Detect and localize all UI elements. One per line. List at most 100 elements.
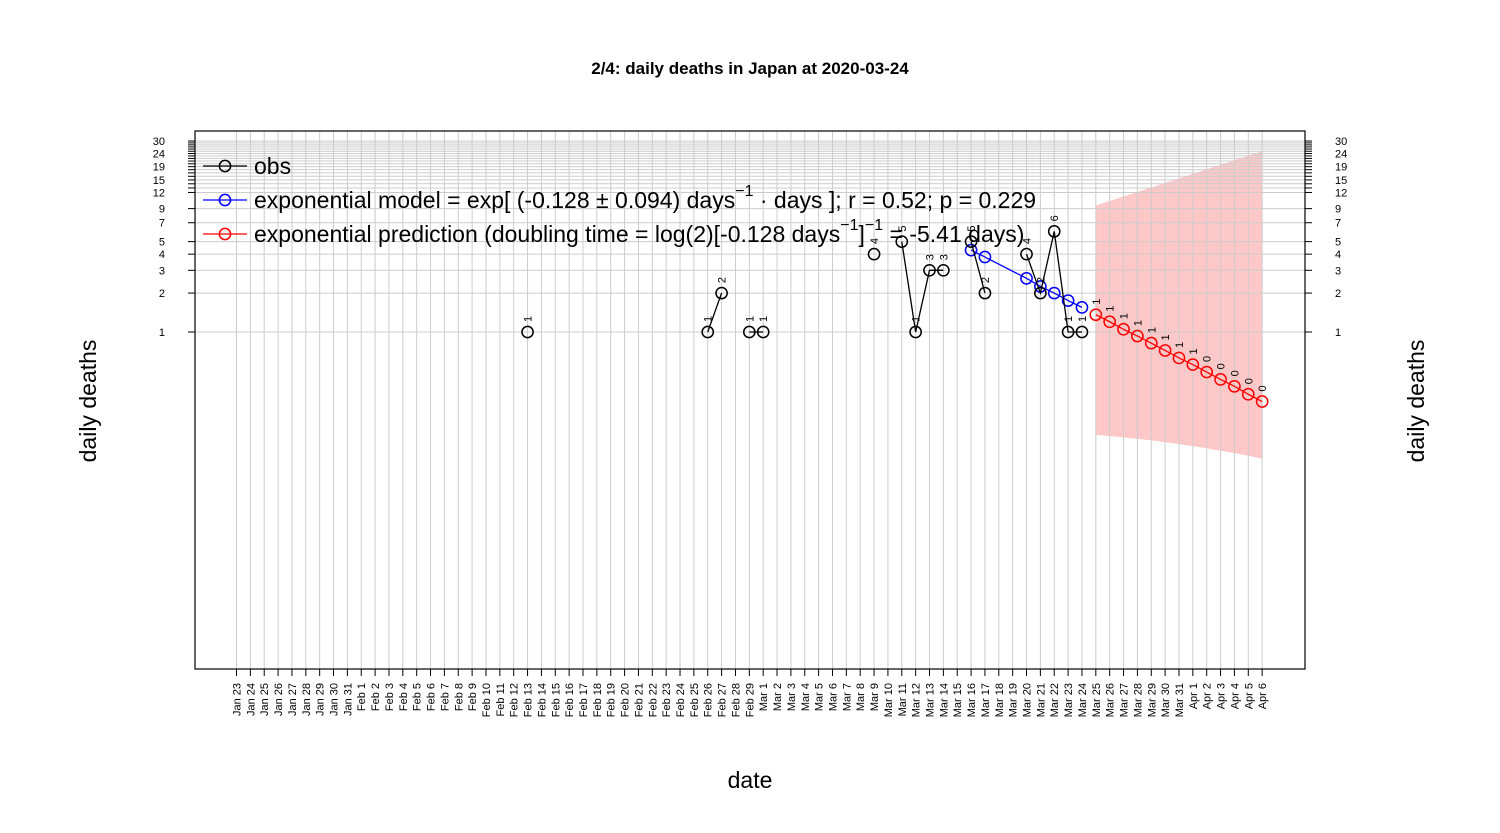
x-tick-label: Feb 7 [439,683,451,711]
y-tick-label-left: 3 [159,265,165,277]
obs-data-label: 3 [925,254,937,260]
x-tick-label: Mar 20 [1022,683,1034,717]
prediction-point [1214,373,1227,386]
obs-data-label: 1 [744,316,756,322]
prediction-data-label: 1 [1146,327,1158,333]
x-tick-label: Feb 24 [675,683,687,717]
obs-data-label: 2 [717,277,729,283]
x-tick-label: Feb 6 [426,683,438,711]
obs-point [1061,325,1075,339]
legend-text-obs: obs [254,153,291,179]
x-tick-label: Feb 20 [620,683,632,717]
x-tick-label: Mar 21 [1035,683,1047,717]
x-tick-label: Mar 22 [1049,683,1061,717]
obs-data-label: 2 [980,277,992,283]
y-tick-label-right: 30 [1335,136,1347,148]
prediction-point [1131,329,1144,343]
x-tick-label: Mar 24 [1077,683,1089,717]
y-axis-title-right: daily deaths [1403,340,1429,463]
x-tick-label: Feb 19 [606,683,618,717]
x-tick-label: Apr 2 [1202,683,1214,709]
prediction-data-label: 0 [1216,363,1228,369]
x-tick-label: Jan 28 [301,683,313,716]
obs-point [909,325,922,339]
x-tick-label: Mar 26 [1105,683,1117,717]
y-tick-label-right: 4 [1335,249,1341,261]
x-tick-label: Mar 29 [1146,683,1158,717]
obs-data-label: 3 [938,254,950,260]
obs-point [1020,247,1033,261]
x-tick-label: Jan 31 [342,683,354,716]
x-tick-label: Feb 13 [523,683,535,717]
x-tick-label: Feb 14 [536,683,548,717]
prediction-data-label: 0 [1257,385,1269,391]
obs-point [978,286,992,300]
y-tick-label-right: 15 [1335,175,1347,187]
obs-data-label: 1 [523,316,535,322]
model-point [1020,271,1033,285]
obs-data-label: 4 [869,238,881,244]
x-tick-label: Jan 27 [287,683,299,716]
x-tick-label: Feb 22 [647,683,659,717]
y-tick-label-left: 9 [159,204,165,216]
y-tick-label-right: 3 [1335,265,1341,277]
obs-point [1047,225,1061,238]
prediction-point [1103,315,1117,329]
y-tick-label-left: 24 [153,149,165,161]
legend-marker-model [218,193,232,207]
legend-text-prediction: exponential prediction (doubling time = … [254,217,1024,247]
prediction-data-label: 0 [1243,378,1255,384]
obs-data-label: 2 [1035,277,1047,283]
obs-line [1025,231,1082,333]
prediction-data-label: 1 [1091,299,1103,305]
obs-point [715,286,728,300]
x-tick-label: Mar 8 [855,683,867,711]
x-tick-label: Mar 11 [897,683,909,716]
x-tick-label: Jan 26 [273,683,285,716]
x-tick-label: Feb 28 [730,683,742,717]
obs-data-label: 4 [1022,238,1034,244]
x-tick-label: Mar 27 [1119,683,1131,717]
prediction-point [1186,358,1200,371]
x-tick-label: Mar 16 [966,683,978,717]
model-line [970,249,1083,308]
x-tick-label: Apr 4 [1229,683,1241,709]
y-tick-label-left: 15 [153,175,165,187]
obs-data-label: 1 [758,316,770,322]
obs-point [756,325,770,339]
chart-title: 2/4: daily deaths in Japan at 2020-03-24 [591,59,909,78]
x-tick-label: Mar 15 [952,683,964,717]
y-tick-label-right: 19 [1335,162,1347,174]
x-tick-label: Feb 1 [356,683,368,711]
x-tick-label: Feb 29 [744,683,756,717]
obs-line [970,241,986,294]
y-tick-label-right: 7 [1335,218,1341,230]
prediction-data-label: 1 [1119,313,1131,319]
model-point [1061,294,1075,307]
x-tick-label: Feb 17 [578,683,590,717]
x-tick-label: Feb 3 [384,683,396,711]
prediction-point [1255,395,1269,408]
obs-point [521,325,534,339]
y-tick-label-left: 2 [159,288,165,300]
model-point [1047,286,1061,300]
legend-marker-prediction [218,227,232,241]
obs-point [895,235,909,248]
obs-point [937,263,950,277]
x-tick-label: Feb 11 [495,683,507,716]
x-tick-label: Feb 16 [564,683,576,717]
y-tick-label-left: 12 [153,187,165,199]
x-tick-label: Mar 17 [980,683,992,717]
x-tick-label: Feb 4 [398,683,410,711]
prediction-data-label: 1 [1174,342,1186,348]
x-tick-label: Mar 14 [938,683,950,717]
obs-point [1034,286,1047,300]
prediction-data-label: 0 [1202,356,1214,362]
x-tick-label: Mar 7 [841,683,853,711]
prediction-point [1200,365,1214,379]
x-tick-label: Mar 30 [1160,683,1172,717]
x-tick-label: Mar 28 [1132,683,1144,717]
obs-point [1075,325,1089,339]
obs-data-label: 1 [911,316,923,322]
